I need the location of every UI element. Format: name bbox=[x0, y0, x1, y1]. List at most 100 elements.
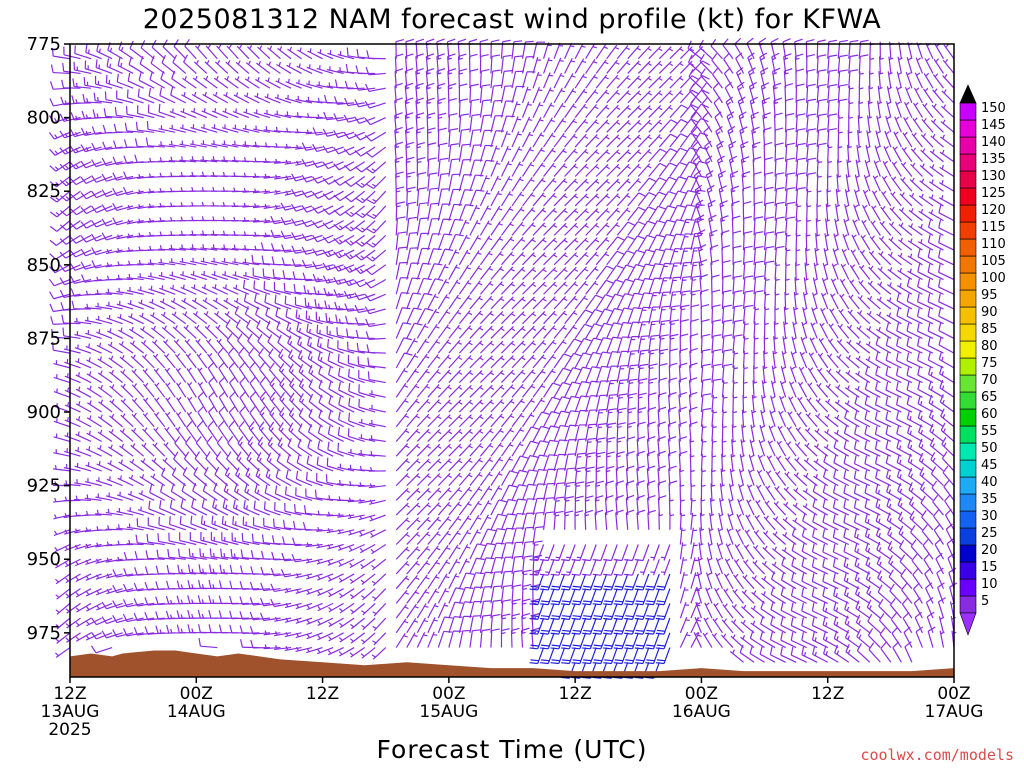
barb-feather bbox=[102, 141, 107, 150]
wind-barb bbox=[59, 190, 81, 202]
barb-feather bbox=[443, 630, 453, 633]
barb-half-feather bbox=[110, 355, 114, 360]
barb-half-feather bbox=[266, 93, 269, 98]
barb-half-feather bbox=[106, 557, 110, 562]
wind-barb bbox=[97, 370, 113, 384]
barb-half-feather bbox=[423, 634, 428, 637]
plot-background bbox=[70, 44, 954, 677]
barb-half-feather bbox=[465, 560, 470, 563]
wind-barb bbox=[95, 477, 113, 487]
barb-feather bbox=[59, 163, 67, 171]
barb-half-feather bbox=[87, 49, 90, 54]
barb-half-feather bbox=[107, 525, 110, 530]
wind-barb bbox=[59, 289, 81, 299]
barb-feather bbox=[48, 115, 55, 123]
barb-half-feather bbox=[97, 97, 99, 102]
barb-half-feather bbox=[96, 605, 100, 610]
barb-half-feather bbox=[89, 385, 92, 390]
barb-half-feather bbox=[159, 157, 162, 162]
barb-feather bbox=[49, 253, 57, 260]
wind-barb bbox=[65, 632, 81, 643]
wind-barb bbox=[105, 508, 123, 516]
wind-barb bbox=[65, 588, 81, 599]
barb-half-feather bbox=[193, 108, 196, 113]
barb-half-feather bbox=[235, 504, 238, 510]
wind-barb bbox=[49, 291, 71, 300]
wind-barb bbox=[105, 301, 123, 310]
barb-staff bbox=[53, 293, 71, 300]
barb-half-feather bbox=[64, 529, 68, 534]
barb-half-feather bbox=[246, 505, 248, 510]
barb-half-feather bbox=[100, 384, 104, 390]
barb-feather bbox=[462, 143, 471, 146]
barb-staff bbox=[63, 335, 81, 340]
wind-barb bbox=[96, 329, 113, 339]
barb-half-feather bbox=[138, 259, 141, 265]
barb-half-feather bbox=[85, 575, 90, 580]
wind-barb bbox=[84, 60, 102, 75]
barb-feather bbox=[305, 471, 308, 481]
barb-feather bbox=[59, 224, 67, 231]
barb-half-feather bbox=[54, 134, 58, 139]
barb-half-feather bbox=[88, 430, 91, 435]
barb-half-feather bbox=[64, 133, 68, 138]
barb-half-feather bbox=[110, 341, 113, 347]
barb-half-feather bbox=[106, 275, 110, 280]
barb-half-feather bbox=[66, 373, 69, 378]
barb-half-feather bbox=[307, 289, 310, 294]
barb-staff bbox=[63, 322, 81, 325]
barb-feather bbox=[436, 38, 445, 43]
barb-feather bbox=[59, 195, 67, 202]
wind-barb bbox=[95, 493, 113, 501]
wind-barb bbox=[86, 357, 102, 369]
barb-half-feather bbox=[191, 171, 194, 177]
barb-half-feather bbox=[75, 560, 79, 565]
wind-barb bbox=[105, 74, 123, 89]
barb-half-feather bbox=[475, 207, 480, 210]
wind-barb bbox=[103, 108, 123, 119]
barb-feather bbox=[146, 533, 149, 543]
barb-half-feather bbox=[65, 623, 70, 627]
wind-barb bbox=[63, 496, 81, 502]
barb-half-feather bbox=[100, 399, 104, 404]
barb-half-feather bbox=[96, 526, 99, 531]
barb-staff bbox=[96, 190, 113, 199]
barb-half-feather bbox=[119, 314, 122, 319]
barb-half-feather bbox=[96, 509, 99, 515]
wind-barb bbox=[70, 129, 92, 138]
barb-half-feather bbox=[89, 415, 92, 420]
barb-feather bbox=[253, 280, 256, 289]
barb-half-feather bbox=[180, 230, 183, 235]
barb-half-feather bbox=[75, 82, 78, 87]
wind-barb bbox=[94, 75, 113, 89]
barb-half-feather bbox=[64, 561, 69, 566]
barb-half-feather bbox=[212, 568, 215, 573]
barb-half-feather bbox=[212, 244, 215, 249]
barb-staff bbox=[105, 99, 123, 104]
barb-half-feather bbox=[85, 147, 89, 152]
barb-feather bbox=[59, 264, 66, 272]
barb-half-feather bbox=[328, 495, 331, 500]
barb-half-feather bbox=[77, 358, 80, 363]
barb-half-feather bbox=[96, 574, 100, 579]
barb-feather bbox=[454, 616, 463, 618]
barb-feather bbox=[101, 173, 107, 182]
barb-half-feather bbox=[96, 113, 99, 118]
barb-half-feather bbox=[202, 230, 204, 235]
barb-feather bbox=[126, 89, 129, 98]
barb-feather bbox=[70, 275, 76, 284]
barb-half-feather bbox=[96, 289, 99, 294]
barb-half-feather bbox=[55, 652, 59, 657]
barb-half-feather bbox=[235, 284, 238, 289]
barb-feather bbox=[49, 211, 58, 218]
wind-barb bbox=[84, 510, 102, 516]
wind-barb bbox=[107, 460, 123, 472]
wind-barb bbox=[102, 141, 123, 151]
barb-half-feather bbox=[111, 398, 115, 404]
barb-feather bbox=[62, 62, 65, 72]
wind-barb bbox=[85, 558, 102, 566]
barb-half-feather bbox=[85, 290, 89, 295]
barb-half-feather bbox=[55, 594, 60, 598]
wind-barb bbox=[53, 418, 71, 428]
barb-feather bbox=[83, 77, 86, 86]
